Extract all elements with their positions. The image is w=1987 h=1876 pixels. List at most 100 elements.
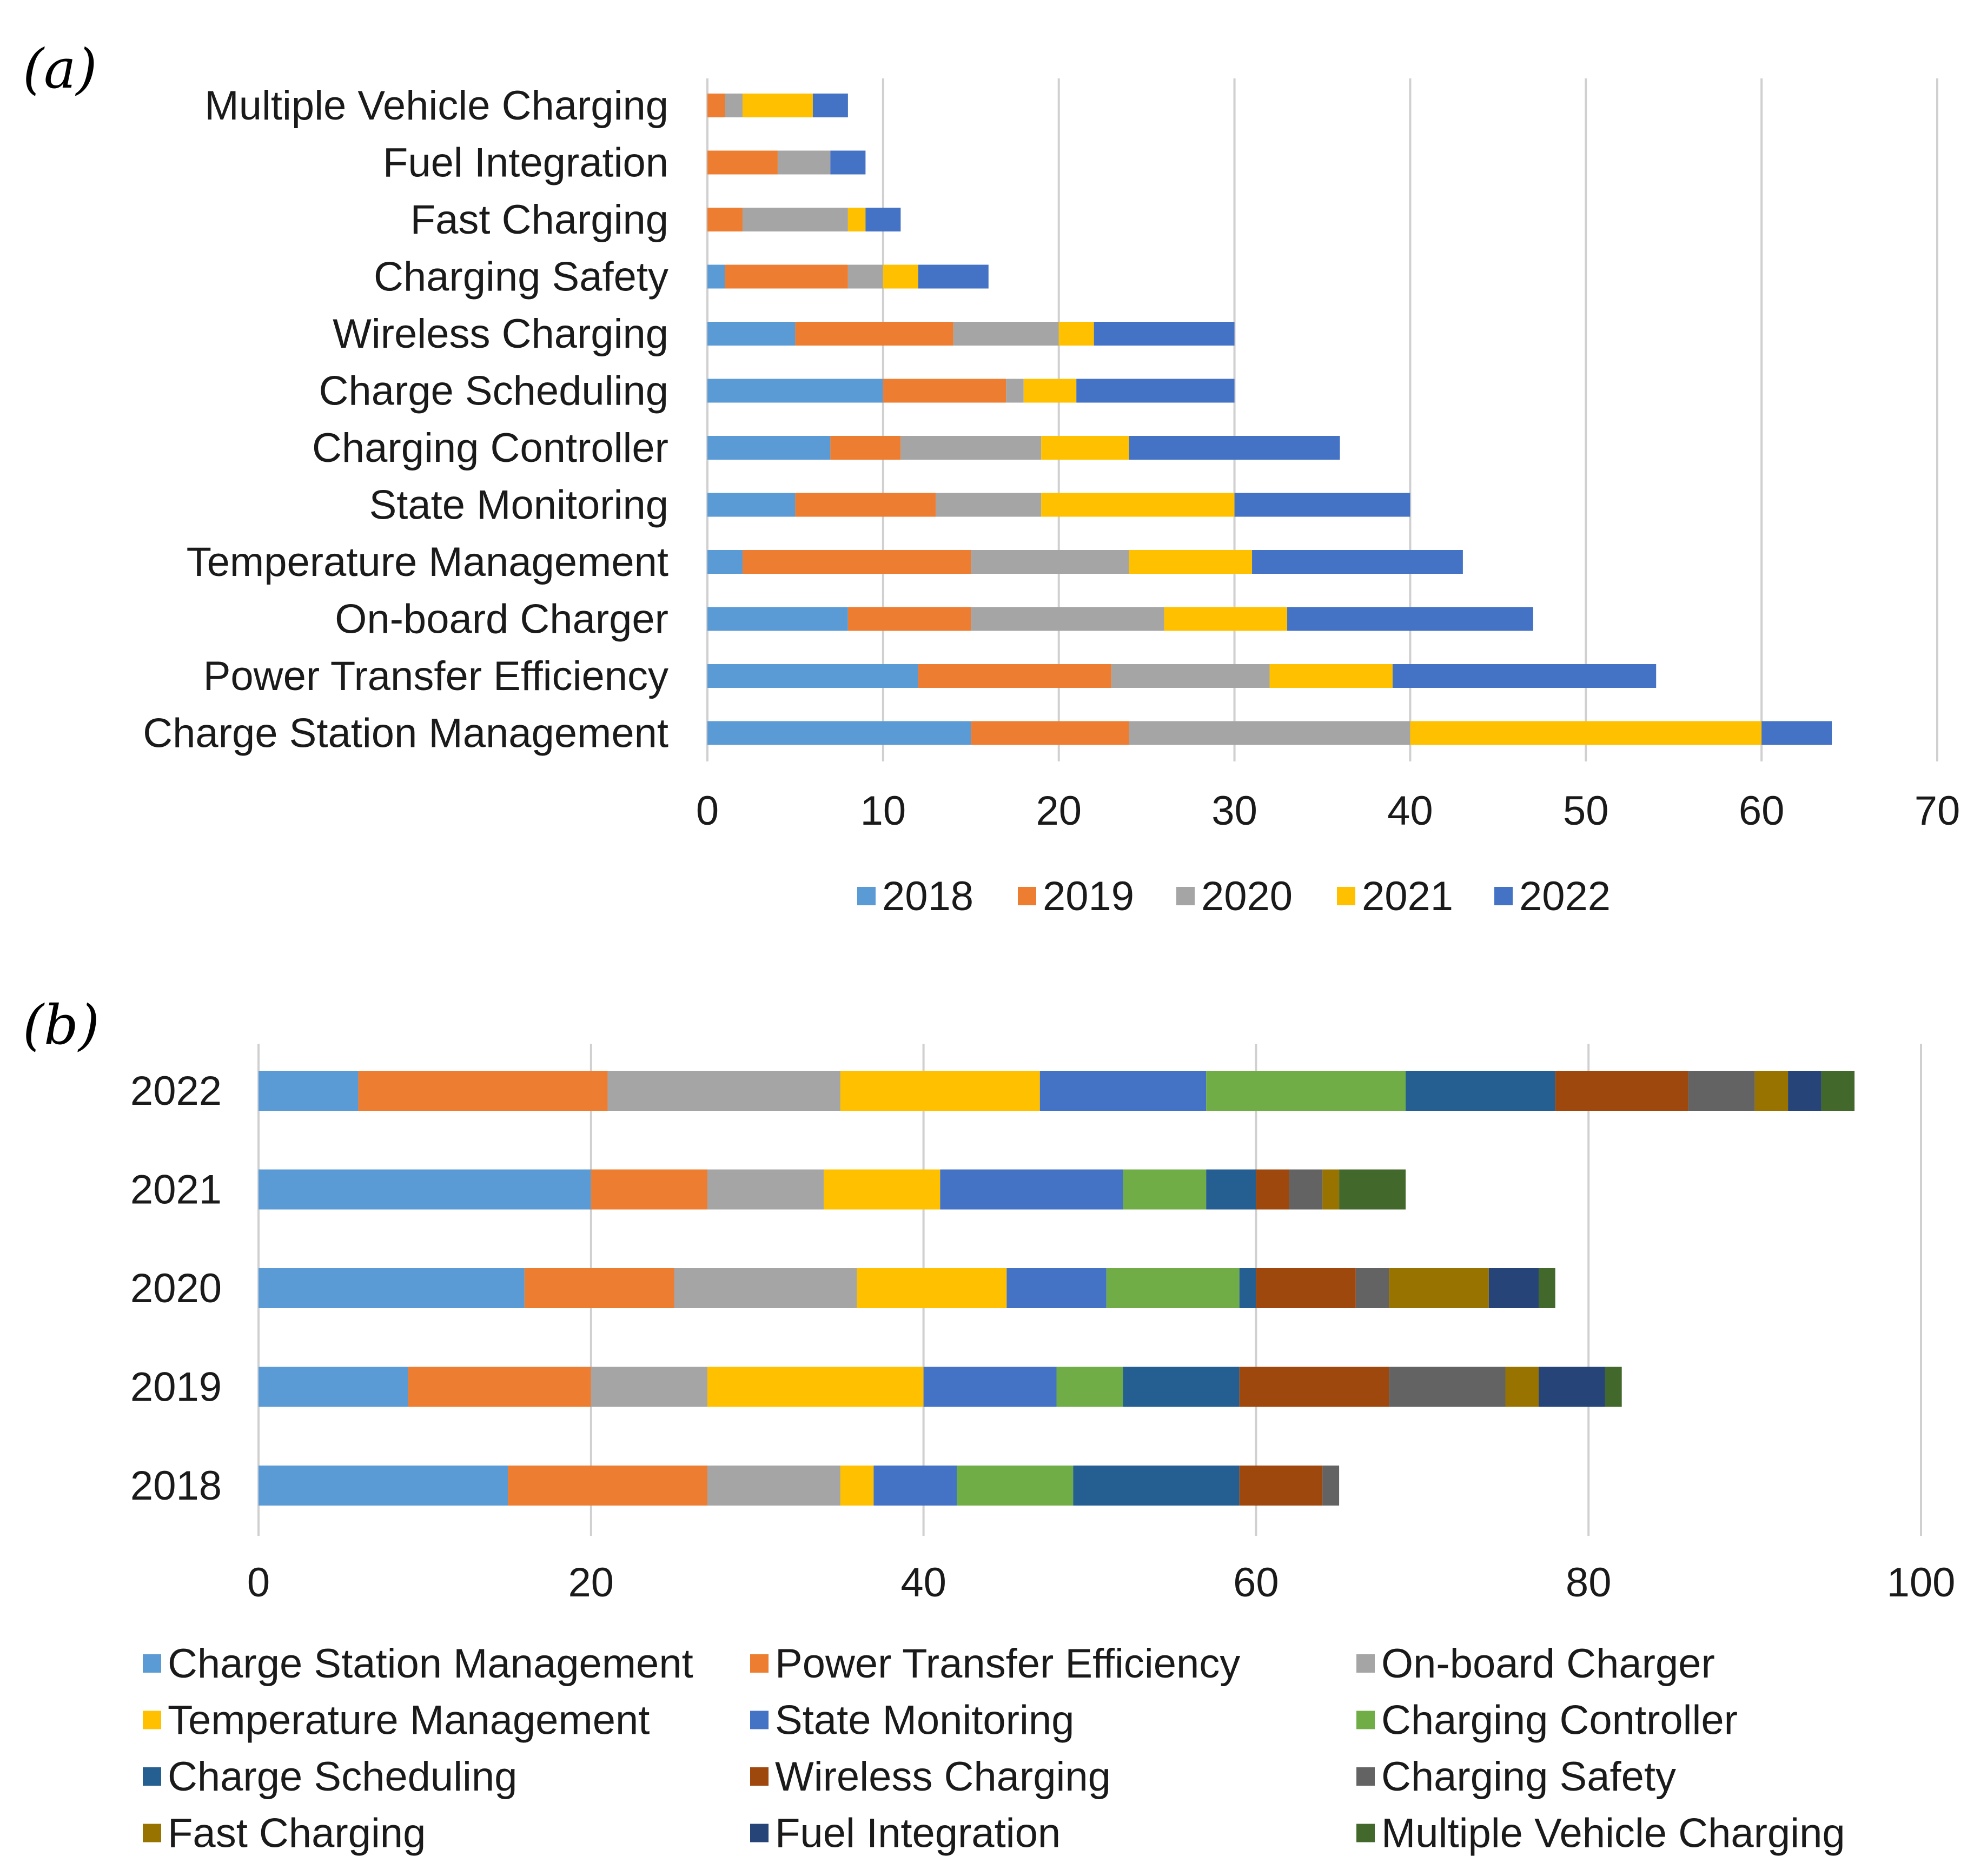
category-label: Charge Station Management <box>143 711 668 757</box>
bar-2019-charge-station-management <box>971 721 1129 745</box>
bar-2021-charging-controller <box>1041 436 1129 460</box>
bar-2018-charge-scheduling <box>707 379 883 403</box>
bar-wireless-charging-2022 <box>1555 1071 1688 1111</box>
chart-b-category-labels: 2022 2021 2020 2019 2018 <box>130 1068 222 1509</box>
bar-charging-controller-2019 <box>1056 1367 1123 1407</box>
chart-a-bars <box>707 94 1832 745</box>
bar-multiple-vehicle-charging-2020 <box>1538 1268 1555 1308</box>
category-label: 2020 <box>130 1265 222 1311</box>
x-tick-label: 100 <box>1887 1560 1956 1606</box>
bar-charging-safety-2019 <box>1389 1367 1506 1407</box>
chart-b-x-tick-labels: 0 20 40 60 80 100 <box>247 1560 1956 1606</box>
x-tick-label: 0 <box>247 1560 270 1606</box>
bar-temperature-management-2018 <box>840 1466 874 1506</box>
bar-multiple-vehicle-charging-2022 <box>1821 1071 1855 1111</box>
bar-charge-station-management-2022 <box>259 1071 359 1111</box>
bar-2021-fast-charging <box>847 208 866 231</box>
bar-2019-power-transfer-efficiency <box>918 664 1112 688</box>
bar-2019-multiple-vehicle-charging <box>707 94 725 117</box>
bar-fuel-integration-2020 <box>1488 1268 1539 1308</box>
legend-item-fuel-integration: Fuel Integration <box>750 1811 1061 1857</box>
bar-state-monitoring-2021 <box>940 1169 1123 1210</box>
legend-item-2021: 2021 <box>1337 873 1453 919</box>
bar-on-board-charger-2021 <box>707 1169 824 1210</box>
bar-charging-controller-2022 <box>1206 1071 1406 1111</box>
category-label: 2019 <box>130 1364 222 1410</box>
legend-label: Charging Controller <box>1381 1698 1738 1744</box>
legend-item-multiple-vehicle-charging: Multiple Vehicle Charging <box>1356 1811 1845 1857</box>
legend-item-2019: 2019 <box>1018 873 1134 919</box>
legend-swatch <box>750 1824 769 1842</box>
bar-on-board-charger-2018 <box>707 1466 840 1506</box>
legend-swatch <box>750 1654 769 1673</box>
panel-label-a: (a) <box>23 37 97 101</box>
bar-charging-safety-2020 <box>1355 1268 1389 1308</box>
legend-label: 2018 <box>882 873 973 919</box>
bar-fuel-integration-2019 <box>1538 1367 1605 1407</box>
category-label: Charging Controller <box>312 425 668 471</box>
bar-multiple-vehicle-charging-2021 <box>1339 1169 1406 1210</box>
bar-2018-wireless-charging <box>707 322 796 346</box>
bar-charge-scheduling-2020 <box>1239 1268 1256 1308</box>
legend-label: Charge Station Management <box>168 1641 693 1687</box>
bar-state-monitoring-2020 <box>1006 1268 1107 1308</box>
bar-2021-charge-station-management <box>1410 721 1762 745</box>
bar-2020-charging-safety <box>847 264 883 289</box>
legend-label: Charge Scheduling <box>168 1754 517 1800</box>
bar-charge-station-management-2019 <box>259 1367 408 1407</box>
legend-item-2018: 2018 <box>857 873 973 919</box>
x-tick-label: 40 <box>1387 788 1433 834</box>
legend-label: 2021 <box>1362 873 1453 919</box>
bar-2020-charge-scheduling <box>1006 379 1024 403</box>
bar-wireless-charging-2021 <box>1256 1169 1289 1210</box>
bar-charge-station-management-2018 <box>259 1466 508 1506</box>
legend-label: Fuel Integration <box>775 1811 1061 1857</box>
legend-item-2020: 2020 <box>1176 873 1293 919</box>
x-tick-label: 60 <box>1739 788 1785 834</box>
panel-label-b: (b) <box>23 993 100 1057</box>
bar-2020-multiple-vehicle-charging <box>725 94 743 117</box>
bar-charge-scheduling-2022 <box>1406 1071 1555 1111</box>
bar-2021-multiple-vehicle-charging <box>742 94 813 117</box>
bar-2021-temperature-management <box>1129 550 1253 574</box>
x-tick-label: 20 <box>568 1560 614 1606</box>
bar-2018-on-board-charger <box>707 607 848 631</box>
bar-temperature-management-2022 <box>840 1071 1040 1111</box>
legend-swatch <box>143 1767 161 1786</box>
category-label: Multiple Vehicle Charging <box>204 83 668 129</box>
category-label: State Monitoring <box>369 482 668 528</box>
bar-on-board-charger-2022 <box>607 1071 840 1111</box>
bar-2018-state-monitoring <box>707 493 796 517</box>
bar-charging-safety-2022 <box>1688 1071 1755 1111</box>
legend-swatch <box>1176 887 1195 905</box>
legend-swatch <box>1494 887 1513 905</box>
x-tick-label: 0 <box>696 788 719 834</box>
legend-item-on-board-charger: On-board Charger <box>1356 1641 1715 1687</box>
category-label: Wireless Charging <box>333 311 668 357</box>
bar-2020-wireless-charging <box>953 322 1059 346</box>
chart-b-legend: Charge Station Management Power Transfer … <box>143 1641 1845 1857</box>
legend-swatch <box>143 1824 161 1842</box>
legend-item-state-monitoring: State Monitoring <box>750 1698 1074 1744</box>
bar-2020-charge-station-management <box>1129 721 1410 745</box>
bar-2019-charging-controller <box>830 436 901 460</box>
legend-label: Multiple Vehicle Charging <box>1381 1811 1845 1857</box>
bar-2022-wireless-charging <box>1094 322 1235 346</box>
bar-charging-controller-2021 <box>1123 1169 1207 1210</box>
bar-on-board-charger-2020 <box>674 1268 857 1308</box>
bar-state-monitoring-2022 <box>1039 1071 1207 1111</box>
bar-2018-charging-controller <box>707 436 831 460</box>
bar-2022-fast-charging <box>865 208 901 231</box>
bar-2019-fuel-integration <box>707 150 778 175</box>
x-tick-label: 70 <box>1915 788 1960 834</box>
category-label: Fuel Integration <box>383 140 668 186</box>
legend-swatch <box>143 1654 161 1673</box>
legend-item-power-transfer-efficiency: Power Transfer Efficiency <box>750 1641 1240 1687</box>
bar-2019-temperature-management <box>742 550 971 574</box>
bar-2019-fast-charging <box>707 208 743 231</box>
chart-a-x-tick-labels: 0 10 20 30 40 50 60 70 <box>696 788 1960 834</box>
bar-2021-state-monitoring <box>1041 493 1235 517</box>
legend-label: Wireless Charging <box>775 1754 1111 1800</box>
bar-power-transfer-efficiency-2022 <box>358 1071 608 1111</box>
